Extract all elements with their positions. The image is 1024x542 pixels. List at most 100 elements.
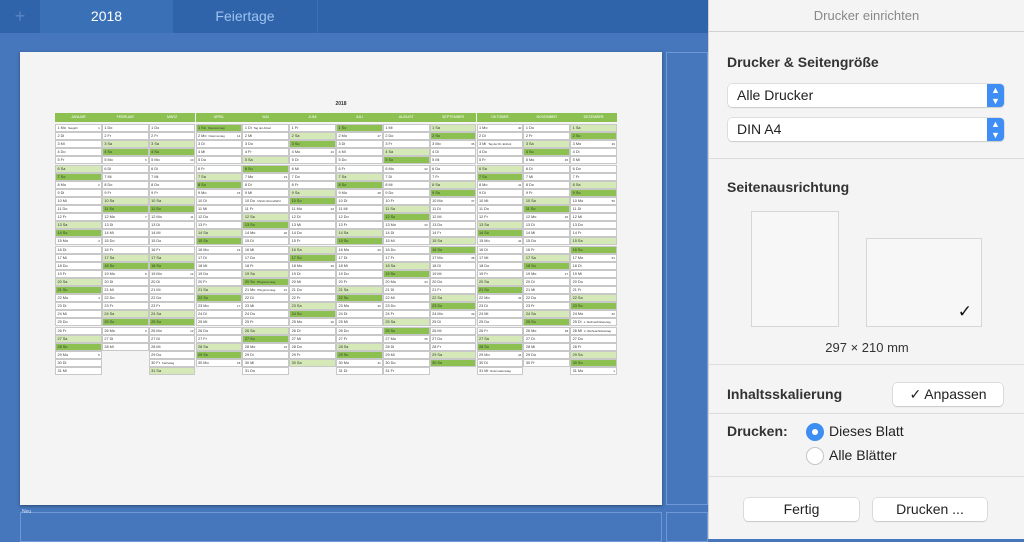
day-cell[interactable]: 2 Mo Ostermontag 14 bbox=[195, 132, 243, 141]
day-cell[interactable]: 6 Di bbox=[148, 164, 196, 173]
day-cell[interactable]: 12 Mi bbox=[429, 213, 477, 222]
day-cell[interactable]: 1 Do bbox=[101, 124, 149, 133]
day-cell[interactable]: 13 Fr bbox=[195, 221, 243, 230]
day-cell[interactable]: 3 Do bbox=[242, 140, 290, 149]
day-cell[interactable]: 25 Di 1. Weihnachtsfeiertag bbox=[570, 318, 617, 327]
day-cell[interactable]: 15 Do bbox=[523, 237, 571, 246]
day-cell[interactable]: 2 Mi bbox=[242, 132, 290, 141]
day-cell[interactable]: 20 Do bbox=[429, 277, 477, 286]
day-cell[interactable]: 9 So bbox=[429, 188, 477, 197]
day-cell[interactable]: 31 Sa bbox=[148, 367, 196, 376]
day-cell[interactable]: 4 Fr bbox=[242, 148, 290, 157]
day-cell[interactable]: 24 Fr bbox=[382, 310, 430, 319]
day-cell[interactable]: 28 So bbox=[476, 342, 524, 351]
day-cell[interactable]: 18 So bbox=[148, 261, 196, 270]
day-cell[interactable]: 3 Di bbox=[336, 140, 383, 149]
day-cell[interactable]: 13 Di bbox=[148, 221, 196, 230]
day-cell[interactable]: 21 Mi bbox=[101, 286, 149, 295]
day-cell[interactable]: 7 Sa bbox=[195, 172, 243, 181]
day-cell[interactable]: 4 Do bbox=[476, 148, 524, 157]
day-cell[interactable]: 11 So bbox=[148, 205, 196, 214]
day-cell[interactable]: 3 Mi Tag der Dt. Einheit bbox=[476, 140, 524, 149]
day-cell[interactable]: 6 Mi bbox=[289, 164, 336, 173]
day-cell[interactable]: 21 Fr bbox=[429, 286, 477, 295]
day-cell[interactable]: 26 Mi bbox=[429, 326, 477, 335]
day-cell[interactable]: 5 Do bbox=[195, 156, 243, 165]
day-cell[interactable]: 21 Fr bbox=[570, 286, 617, 295]
day-cell[interactable]: 7 Di bbox=[382, 172, 430, 181]
day-cell[interactable]: 15 Sa bbox=[429, 237, 477, 246]
day-cell[interactable]: 9 Fr bbox=[523, 188, 571, 197]
day-cell[interactable]: 13 So bbox=[242, 221, 290, 230]
day-cell[interactable]: 21 Sa bbox=[195, 286, 243, 295]
day-cell[interactable]: 23 Fr bbox=[148, 302, 196, 311]
day-cell[interactable]: 21 So bbox=[476, 286, 524, 295]
day-cell[interactable]: 19 Fr bbox=[55, 269, 102, 278]
day-cell[interactable]: 18 Mo 25 bbox=[289, 261, 336, 270]
day-cell[interactable]: 15 Sa bbox=[570, 237, 617, 246]
day-cell[interactable]: 24 Mi bbox=[55, 310, 102, 319]
day-cell[interactable]: 2 Fr bbox=[523, 132, 571, 141]
day-cell[interactable]: 27 Di bbox=[148, 334, 196, 343]
day-cell[interactable]: 8 Sa bbox=[429, 180, 477, 189]
day-cell[interactable]: 26 Mo 48 bbox=[523, 326, 571, 335]
day-cell[interactable]: 9 Fr bbox=[101, 188, 149, 197]
day-cell[interactable]: 18 Mi bbox=[336, 261, 383, 270]
fit-scaling-button[interactable]: ✓ Anpassen bbox=[893, 383, 1003, 406]
day-cell[interactable]: 31 Fr bbox=[382, 367, 430, 376]
day-cell[interactable]: 3 Mi bbox=[55, 140, 102, 149]
day-cell[interactable]: 21 Di bbox=[382, 286, 430, 295]
day-cell[interactable]: 20 Mi bbox=[289, 277, 336, 286]
day-cell[interactable]: 4 Mi bbox=[195, 148, 243, 157]
day-cell[interactable]: 4 Mo 23 bbox=[289, 148, 336, 157]
day-cell[interactable]: 27 Sa bbox=[476, 334, 524, 343]
day-cell[interactable]: 23 Di bbox=[55, 302, 102, 311]
day-cell[interactable]: 11 Di bbox=[429, 205, 477, 214]
day-cell[interactable]: 28 Fr bbox=[570, 342, 617, 351]
day-cell[interactable]: 22 So bbox=[336, 294, 383, 303]
day-cell[interactable]: 2 Fr bbox=[101, 132, 149, 141]
day-cell[interactable]: 2 So bbox=[429, 132, 477, 141]
day-cell[interactable]: 18 Do bbox=[476, 261, 524, 270]
day-cell[interactable]: 29 Sa bbox=[570, 350, 617, 359]
day-cell[interactable]: 2 Di bbox=[55, 132, 102, 141]
day-cell[interactable]: 30 Di bbox=[476, 358, 524, 367]
day-cell[interactable]: 13 Fr bbox=[336, 221, 383, 230]
day-cell[interactable]: 14 Fr bbox=[570, 229, 617, 238]
day-cell[interactable]: 25 Mi bbox=[195, 318, 243, 327]
day-cell[interactable]: 30 Mo 31 bbox=[336, 358, 383, 367]
day-cell[interactable]: 27 Fr bbox=[195, 334, 243, 343]
day-cell[interactable]: 30 So bbox=[429, 358, 477, 367]
day-cell[interactable]: 15 Di bbox=[242, 237, 290, 246]
day-cell[interactable]: 27 Do bbox=[429, 334, 477, 343]
day-cell[interactable]: 23 Mi bbox=[242, 302, 290, 311]
day-cell[interactable]: 19 Mi bbox=[570, 269, 617, 278]
day-cell[interactable]: 6 Sa bbox=[55, 164, 102, 173]
day-cell[interactable]: 4 Mi bbox=[336, 148, 383, 157]
day-cell[interactable]: 20 Mo 34 bbox=[382, 277, 430, 286]
day-cell[interactable]: 8 Do bbox=[523, 180, 571, 189]
day-cell[interactable]: 8 Di bbox=[242, 180, 290, 189]
day-cell[interactable]: 17 Di bbox=[336, 253, 383, 262]
day-cell[interactable]: 25 So bbox=[148, 318, 196, 327]
day-cell[interactable]: 2 Mo 27 bbox=[336, 132, 383, 141]
day-cell[interactable]: 9 Do bbox=[382, 188, 430, 197]
day-cell[interactable]: 18 Mi bbox=[195, 261, 243, 270]
day-cell[interactable]: 23 Do bbox=[382, 302, 430, 311]
day-cell[interactable]: 9 Mo 28 bbox=[336, 188, 383, 197]
day-cell[interactable]: 25 So bbox=[523, 318, 571, 327]
day-cell[interactable]: 16 Do bbox=[382, 245, 430, 254]
day-cell[interactable]: 31 Do bbox=[242, 367, 290, 376]
day-cell[interactable]: 15 Do bbox=[148, 237, 196, 246]
day-cell[interactable]: 14 Mi bbox=[101, 229, 149, 238]
day-cell[interactable]: 30 So bbox=[570, 358, 617, 367]
day-cell[interactable]: 11 So bbox=[523, 205, 571, 214]
day-cell[interactable]: 31 Mi bbox=[55, 367, 102, 376]
day-cell[interactable]: 7 Fr bbox=[570, 172, 617, 181]
day-cell[interactable]: 12 Sa bbox=[242, 213, 290, 222]
day-cell[interactable]: 1 Sa bbox=[570, 124, 617, 133]
day-cell[interactable]: 9 So bbox=[570, 188, 617, 197]
day-cell[interactable]: 11 Do bbox=[55, 205, 102, 214]
day-cell[interactable]: 25 Fr bbox=[242, 318, 290, 327]
day-cell[interactable]: 26 Sa bbox=[242, 326, 290, 335]
